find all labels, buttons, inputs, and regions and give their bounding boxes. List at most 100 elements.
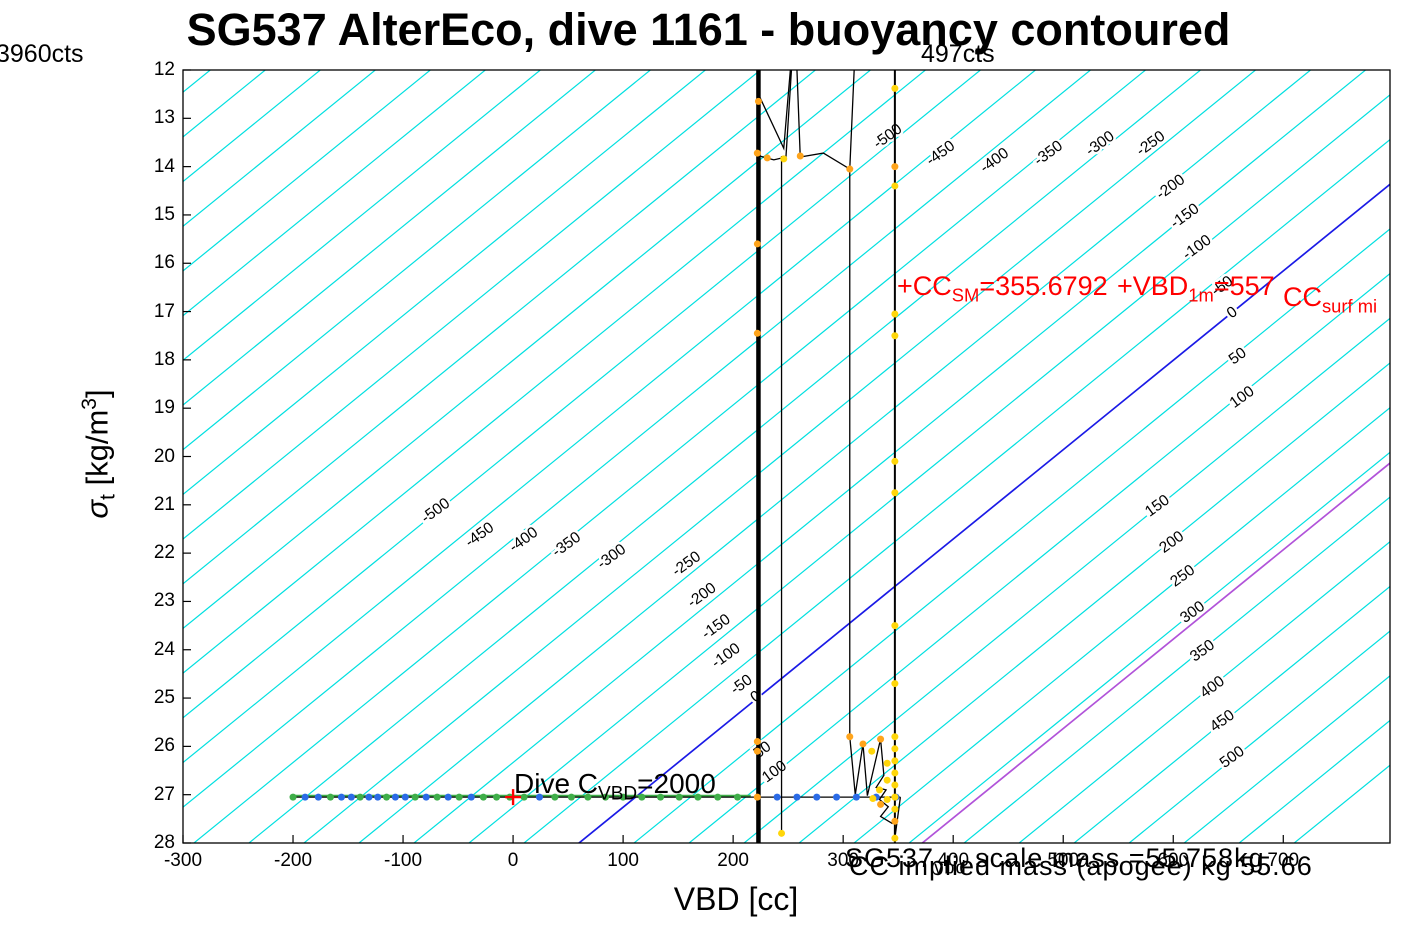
contour-line — [183, 70, 1092, 808]
y-tick-label: 28 — [153, 832, 175, 853]
contour-line-special — [920, 462, 1390, 843]
contour-line — [358, 70, 1312, 843]
contour-label: -450 — [462, 519, 497, 551]
contour-line — [633, 228, 1390, 843]
y-tick-label: 26 — [153, 735, 175, 757]
implied-mass-annotation: CC implied mass (apogee) kg 55.66 — [849, 851, 1313, 881]
dive-point — [891, 781, 899, 789]
y-tick-label: 13 — [153, 107, 175, 129]
surface-point — [493, 793, 501, 801]
contour-label: -150 — [699, 611, 734, 643]
dive-point — [753, 738, 761, 746]
surface-point — [347, 793, 355, 801]
dive-point — [877, 735, 885, 743]
scale-mass-value: scale mass =55.758kg — [966, 843, 1265, 873]
dive-point — [891, 84, 899, 92]
cc-sm-annotation: +CCSM=355.6792 — [897, 271, 1108, 306]
dive-point — [891, 182, 899, 190]
x-tick-label: -200 — [274, 850, 313, 871]
dive-point — [891, 733, 899, 741]
contour-label: -400 — [977, 144, 1012, 176]
dive-point — [883, 759, 891, 767]
dive-point — [891, 622, 899, 630]
surface-point — [444, 793, 452, 801]
y-tick-label: 22 — [153, 542, 175, 564]
dive-point — [891, 163, 899, 171]
contour-label: 50 — [1226, 344, 1250, 368]
dive-point — [753, 149, 761, 157]
x-tick-label: 500 — [1047, 850, 1080, 871]
x-tick-label: 600 — [1157, 850, 1190, 871]
counts-annotation-left: 3960cts — [0, 40, 84, 68]
contour-line — [183, 70, 597, 406]
contour-label: 300 — [1177, 598, 1208, 627]
y-tick-label: 17 — [153, 300, 175, 322]
contour-label: -450 — [923, 137, 958, 169]
contour-line — [183, 70, 927, 674]
x-tick-label: 700 — [1267, 850, 1300, 871]
contour-label: -500 — [870, 120, 905, 152]
surface-point — [773, 793, 781, 801]
dive-point — [891, 769, 899, 777]
surface-point — [467, 793, 475, 801]
y-tick-label: 21 — [153, 493, 175, 515]
dive-point — [796, 152, 804, 160]
contour-line — [183, 70, 762, 540]
dive-point — [891, 457, 899, 465]
dive-trace — [796, 70, 855, 171]
contour-line — [413, 70, 1367, 843]
dive-cvbd-annotation: Dive CVBD=2000 — [514, 768, 716, 806]
dive-point — [859, 740, 867, 748]
y-tick-label: 25 — [153, 687, 175, 709]
surface-point — [422, 793, 430, 801]
contour-line — [183, 70, 1037, 763]
contour-line — [183, 70, 487, 317]
y-tick-label: 12 — [153, 59, 175, 80]
dive-point — [753, 240, 761, 248]
surface-point — [479, 793, 487, 801]
surface-point — [374, 793, 382, 801]
contour-line — [183, 70, 817, 585]
surface-point — [793, 793, 801, 801]
dive-point — [754, 97, 762, 105]
x-tick-label: 400 — [937, 850, 970, 871]
scale-mass-annotation: SG537vbd scale mass =55.758kg — [845, 843, 1265, 878]
x-tick-label: -300 — [163, 850, 203, 871]
contour-label: -100 — [1179, 231, 1214, 263]
figure-title: SG537 AlterEco, dive 1161 - buoyancy con… — [186, 4, 1231, 55]
contour-label: 100 — [1227, 383, 1258, 412]
plot-contents: -500-450 -400 -350 -300 -250-200-150-100-500… — [183, 70, 1390, 843]
contour-label: -200 — [684, 579, 719, 611]
surface-point — [833, 793, 841, 801]
surface-point — [714, 793, 722, 801]
surface-point — [365, 793, 373, 801]
contour-label: -150 — [1167, 200, 1202, 232]
dive-point — [868, 747, 876, 755]
dive-point — [846, 733, 854, 741]
surface-point — [326, 793, 334, 801]
surface-point — [535, 793, 543, 801]
contour-line — [743, 317, 1390, 843]
contour-line — [1128, 630, 1390, 843]
dive-point — [883, 796, 891, 804]
y-tick-label: 20 — [153, 445, 175, 467]
x-tick-label: -100 — [384, 850, 423, 871]
surface-point — [301, 793, 309, 801]
dive-point — [778, 829, 786, 837]
contour-line-zero — [577, 183, 1390, 843]
surface-point — [314, 793, 322, 801]
surface-point — [383, 793, 391, 801]
x-tick-label: 200 — [717, 850, 749, 871]
surface-point — [852, 793, 860, 801]
contour-line — [963, 496, 1390, 843]
vbd-1m-sub: 1m — [1188, 284, 1214, 306]
surface-point — [411, 793, 419, 801]
cc-sm-sub: SM — [951, 284, 980, 306]
counts-annotation-right: 497cts — [921, 40, 995, 68]
contour-label: -300 — [594, 541, 629, 573]
contour-line — [853, 407, 1390, 843]
contour-line — [1183, 675, 1390, 843]
contour-label: -250 — [669, 548, 704, 580]
